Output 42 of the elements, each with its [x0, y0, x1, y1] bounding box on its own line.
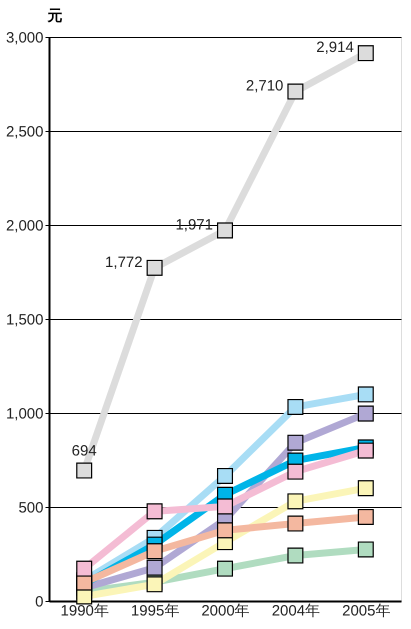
point	[216, 560, 234, 577]
point	[287, 84, 304, 100]
y-tick-label: 3,000	[6, 30, 44, 46]
point	[76, 462, 92, 479]
y-axis-title: 元	[46, 8, 62, 24]
point	[76, 560, 92, 577]
y-tick-label: 500	[18, 500, 44, 516]
point	[358, 508, 374, 525]
y-tick-label: 1,000	[6, 406, 44, 422]
point	[358, 45, 374, 62]
point	[358, 406, 374, 422]
point	[358, 480, 374, 496]
point	[358, 541, 374, 558]
x-tick-label: 2005年	[342, 602, 390, 620]
y-tick-label: 2,000	[6, 218, 44, 234]
point	[216, 222, 234, 238]
point	[146, 503, 163, 520]
point	[287, 398, 304, 415]
y-tick-label: 2,500	[6, 124, 44, 140]
x-tick-label: 2004年	[272, 602, 320, 620]
x-tick-label: 2000年	[201, 602, 250, 620]
point	[287, 547, 304, 564]
point	[146, 260, 163, 276]
x-tick-label: 1995年	[130, 602, 180, 620]
point	[216, 522, 234, 538]
point	[287, 493, 304, 510]
point	[216, 498, 234, 514]
point	[216, 468, 234, 484]
data-label: 2,710	[246, 78, 284, 95]
point	[287, 434, 304, 451]
x-tick-label: 1990年	[60, 602, 109, 620]
point	[358, 442, 374, 459]
point	[146, 560, 163, 576]
data-label: 2,914	[316, 39, 354, 56]
y-tick-label: 1,500	[6, 312, 44, 328]
point	[146, 543, 163, 560]
data-label: 694	[72, 442, 97, 460]
point	[358, 386, 374, 402]
data-label: 1,772	[105, 254, 143, 271]
y-tick-label: 0	[35, 594, 44, 610]
point	[287, 464, 304, 480]
point	[287, 516, 304, 532]
